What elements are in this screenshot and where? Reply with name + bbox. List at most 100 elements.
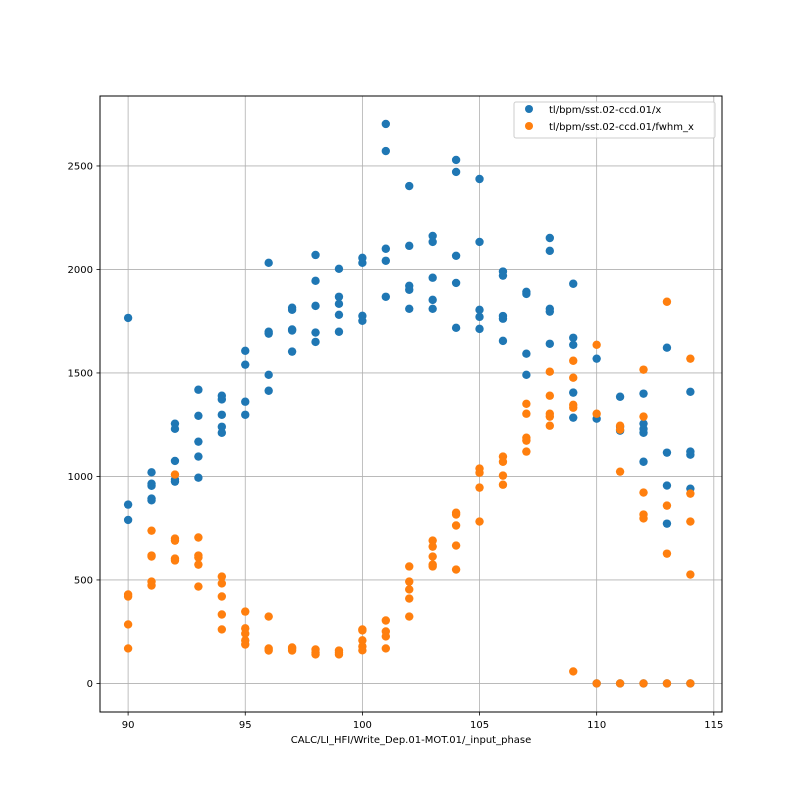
data-point-x [217, 410, 227, 419]
data-point-x [569, 413, 578, 422]
data-point-fwhm-x [194, 582, 203, 591]
data-point-x [334, 327, 344, 336]
data-point-fwhm-x [639, 412, 648, 421]
data-point-x [381, 256, 391, 265]
data-point-x [217, 422, 227, 431]
data-point-x [545, 307, 555, 316]
data-point-x [381, 244, 391, 253]
legend-marker-x [525, 105, 533, 113]
data-point-fwhm-x [662, 501, 672, 510]
legend-label-fwhm-x: tl/bpm/sst.02-ccd.01/fwhm_x [549, 122, 694, 133]
data-point-fwhm-x [662, 297, 672, 306]
legend: tl/bpm/sst.02-ccd.01/x tl/bpm/sst.02-ccd… [513, 101, 716, 139]
data-point-fwhm-x [662, 679, 672, 688]
data-point-x [123, 515, 133, 525]
data-point-x [311, 276, 320, 286]
data-point-fwhm-x [217, 579, 227, 588]
data-point-x [569, 388, 578, 397]
data-point-fwhm-x [475, 468, 484, 477]
data-point-x [522, 289, 531, 299]
data-point-x [334, 292, 344, 301]
data-points [123, 119, 695, 688]
data-point-fwhm-x [123, 620, 133, 629]
data-point-x [287, 347, 297, 356]
legend-box [513, 101, 716, 139]
data-point-fwhm-x [498, 457, 508, 466]
data-point-fwhm-x [451, 510, 461, 519]
axes-frame [99, 95, 723, 713]
data-point-x [147, 468, 156, 477]
data-point-fwhm-x [592, 679, 601, 688]
data-point-fwhm-x [405, 562, 414, 571]
data-point-fwhm-x [639, 365, 648, 374]
data-point-x [545, 246, 555, 256]
data-point-fwhm-x [592, 340, 601, 350]
data-point-x [475, 305, 484, 315]
data-point-x [475, 324, 484, 334]
data-point-fwhm-x [428, 552, 437, 561]
data-point-x [545, 233, 555, 243]
data-point-fwhm-x [381, 632, 391, 641]
data-point-fwhm-x [405, 594, 414, 603]
data-point-fwhm-x [615, 467, 625, 476]
data-point-fwhm-x [686, 517, 695, 526]
data-point-fwhm-x [475, 517, 484, 526]
data-point-x [405, 241, 414, 251]
data-point-x [217, 395, 227, 404]
data-point-x [405, 181, 414, 191]
data-point-fwhm-x [147, 552, 156, 561]
data-point-fwhm-x [639, 514, 648, 523]
data-point-fwhm-x [475, 483, 484, 492]
data-point-x [170, 477, 180, 486]
data-point-x [358, 316, 367, 325]
data-point-x [147, 481, 156, 490]
data-point-x [264, 258, 273, 268]
data-point-x [170, 424, 180, 434]
data-point-fwhm-x [241, 629, 250, 638]
y-tick-label: 0 [87, 679, 93, 690]
x-tick-label: 100 [353, 720, 372, 731]
data-point-x [241, 360, 250, 369]
data-point-fwhm-x [615, 425, 625, 434]
data-point-fwhm-x [147, 526, 156, 535]
y-tick-label: 500 [74, 575, 93, 586]
data-point-x [147, 496, 156, 505]
data-point-x [311, 301, 320, 311]
data-point-x [241, 410, 250, 419]
data-point-x [264, 329, 273, 338]
data-point-fwhm-x [194, 533, 203, 542]
data-point-fwhm-x [592, 409, 601, 418]
data-point-fwhm-x [569, 403, 578, 412]
data-point-x [498, 271, 508, 280]
data-point-x [381, 146, 391, 156]
data-point-fwhm-x [662, 549, 672, 558]
data-point-fwhm-x [217, 610, 227, 619]
data-point-x [123, 500, 133, 509]
data-point-x [123, 313, 133, 323]
data-point-x [639, 428, 648, 437]
data-point-fwhm-x [405, 585, 414, 594]
data-point-x [475, 174, 484, 184]
data-point-x [569, 333, 578, 342]
data-point-x [662, 519, 672, 528]
data-point-x [381, 119, 391, 129]
data-point-fwhm-x [264, 646, 273, 655]
legend-marker-fwhm-x [525, 122, 533, 130]
data-point-x [287, 305, 297, 315]
data-point-fwhm-x [241, 640, 250, 649]
data-point-fwhm-x [522, 436, 531, 445]
data-point-fwhm-x [123, 592, 133, 601]
data-point-fwhm-x [217, 592, 227, 601]
data-point-x [428, 231, 437, 241]
data-point-x [194, 437, 203, 446]
data-point-x [569, 279, 578, 288]
data-point-fwhm-x [522, 447, 531, 456]
data-point-fwhm-x [217, 625, 227, 634]
x-axis-label: CALC/LI_HFI/Write_Dep.01-MOT.01/_input_p… [291, 735, 532, 746]
data-point-fwhm-x [545, 421, 555, 430]
data-point-x [334, 299, 344, 309]
data-point-x [217, 428, 227, 437]
data-point-x [662, 343, 672, 352]
data-point-fwhm-x [522, 409, 531, 418]
data-point-x [241, 346, 250, 356]
